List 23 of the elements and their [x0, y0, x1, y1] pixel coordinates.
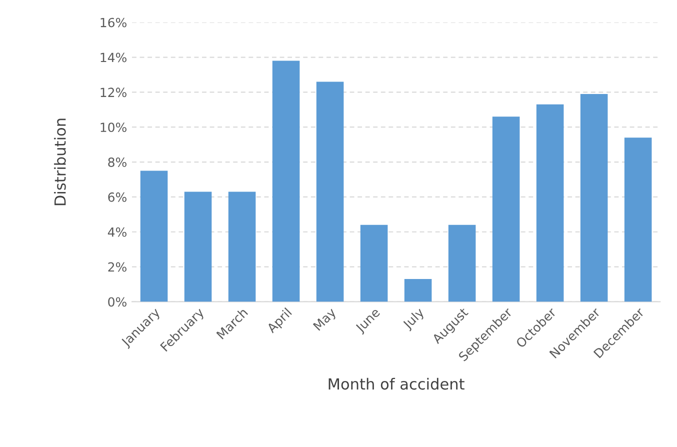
y-tick-label: 4%	[108, 227, 126, 237]
bar	[404, 279, 432, 302]
bar	[316, 82, 344, 302]
y-tick-label: 10%	[100, 122, 126, 132]
bar	[580, 94, 608, 302]
y-axis-title: Distribution	[54, 118, 66, 206]
bar	[492, 116, 520, 302]
bar	[536, 104, 564, 302]
bar	[624, 138, 652, 302]
bar	[228, 192, 256, 302]
x-axis-title: Month of accident	[328, 378, 464, 390]
y-tick-label: 8%	[108, 158, 126, 167]
y-tick-label: 16%	[100, 18, 126, 28]
bar	[272, 60, 300, 302]
bar	[140, 170, 168, 302]
y-tick-label: 0%	[108, 297, 126, 307]
y-tick-label: 6%	[108, 192, 126, 202]
bar	[184, 192, 212, 302]
y-tick-label: 14%	[100, 52, 126, 62]
y-tick-label: 2%	[108, 262, 126, 272]
bar	[448, 224, 476, 302]
bar	[360, 224, 388, 302]
y-tick-label: 12%	[100, 88, 126, 98]
